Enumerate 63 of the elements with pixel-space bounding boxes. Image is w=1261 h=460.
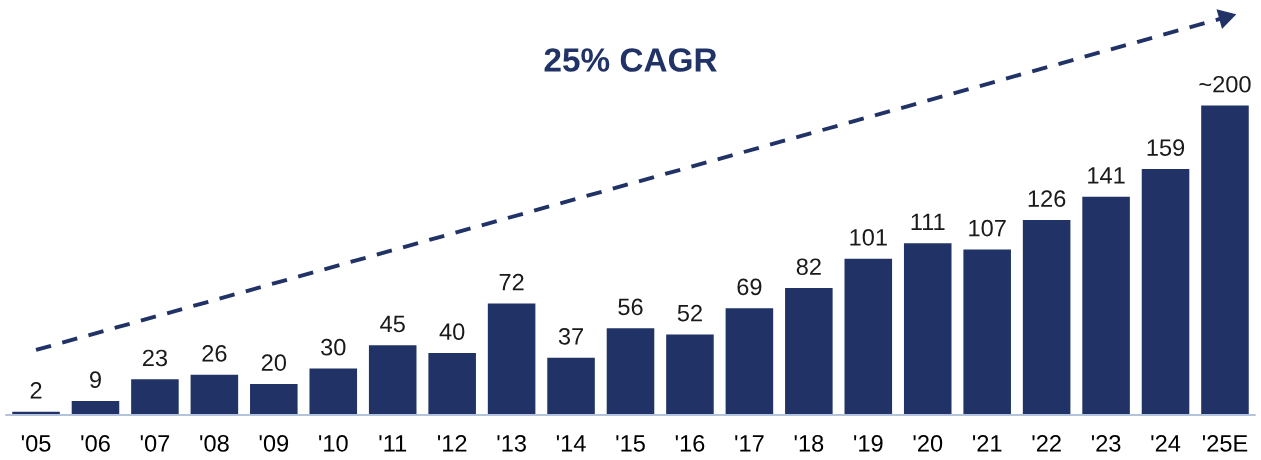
bar	[428, 353, 476, 415]
data-label: 23	[142, 349, 168, 367]
bar	[606, 328, 655, 415]
x-tick-label: '15	[616, 435, 645, 452]
bar	[725, 308, 774, 415]
x-tick-label: '11	[379, 435, 407, 452]
bar	[963, 249, 1011, 415]
x-tick-label: '14	[556, 435, 586, 452]
x-tick-label: '18	[794, 434, 824, 452]
data-label: 82	[796, 258, 821, 276]
x-tick-label: '22	[1032, 434, 1061, 452]
bar	[785, 288, 833, 415]
data-label: 111	[911, 213, 945, 231]
x-tick-label: '25E	[1202, 434, 1248, 452]
x-tick-label: '10	[319, 434, 348, 452]
bar	[190, 374, 239, 415]
x-tick-label: '16	[675, 434, 705, 452]
bar	[903, 243, 952, 415]
bar	[487, 303, 536, 415]
x-tick-label: '06	[81, 434, 110, 452]
x-tick-label: '07	[140, 434, 170, 452]
data-label: 26	[202, 344, 227, 362]
bar	[250, 383, 298, 415]
bar	[1082, 196, 1130, 415]
bar	[1201, 105, 1249, 415]
x-tick-label: '17	[735, 435, 764, 452]
x-tick-label: '19	[854, 434, 883, 452]
bar	[547, 357, 595, 415]
data-label: 56	[618, 298, 643, 316]
bar	[844, 258, 893, 415]
data-label: 2	[30, 382, 42, 399]
x-tick-label: '05	[21, 434, 51, 452]
x-tick-label: '23	[1091, 434, 1121, 452]
x-tick-label: '13	[497, 434, 526, 452]
x-tick-label: '12	[437, 434, 467, 452]
data-label: 126	[1028, 190, 1066, 208]
data-label: 9	[90, 371, 101, 388]
x-tick-label: '09	[259, 434, 289, 452]
bar	[131, 379, 179, 415]
data-label: 72	[499, 273, 524, 291]
data-label: 141	[1088, 167, 1125, 184]
data-label: 101	[850, 228, 887, 246]
data-label: 69	[737, 278, 762, 296]
data-label: ~200	[1199, 75, 1251, 93]
bar	[666, 334, 714, 415]
data-label: 159	[1147, 139, 1185, 157]
x-tick-label: '24	[1151, 434, 1181, 452]
bar	[1022, 220, 1071, 415]
data-label: 40	[439, 323, 465, 341]
data-label: 52	[677, 304, 702, 322]
annotation: 25% CAGR	[544, 48, 717, 72]
bar	[309, 368, 358, 415]
data-label: 30	[321, 338, 346, 356]
bar	[71, 401, 120, 415]
data-label: 37	[558, 327, 583, 345]
data-label: 45	[380, 315, 405, 333]
bar	[368, 345, 417, 415]
x-tick-label: '21	[973, 434, 1002, 452]
x-tick-label: '08	[200, 434, 229, 452]
x-tick-label: '20	[913, 434, 943, 452]
bar	[1141, 169, 1190, 415]
data-label: 107	[969, 219, 1006, 237]
data-label: 20	[261, 354, 287, 371]
